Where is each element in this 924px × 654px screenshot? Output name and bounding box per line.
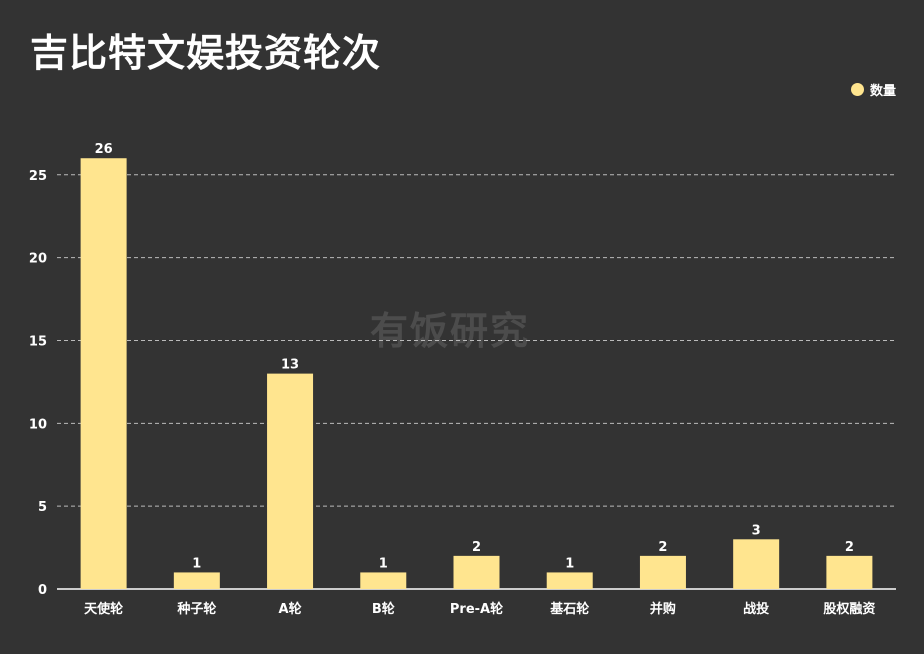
x-tick-label: 基石轮 (549, 601, 589, 617)
x-tick-label: 战投 (743, 601, 769, 617)
x-tick-label: A轮 (279, 601, 302, 617)
data-label: 1 (192, 556, 201, 571)
bar (639, 555, 686, 589)
x-tick-label: 并购 (650, 601, 676, 617)
data-label: 13 (281, 358, 299, 373)
data-label: 2 (472, 540, 481, 555)
bar (80, 158, 127, 589)
x-tick-label: 种子轮 (176, 601, 216, 617)
legend-marker (850, 83, 864, 96)
bar (733, 539, 780, 589)
bar (453, 555, 500, 589)
x-tick-label: 天使轮 (84, 601, 123, 617)
data-label: 2 (658, 540, 667, 555)
bar (546, 572, 593, 589)
data-label: 2 (845, 540, 854, 555)
bar (267, 373, 314, 589)
y-tick-label: 10 (29, 417, 47, 432)
data-label: 1 (379, 556, 388, 571)
y-tick-label: 20 (29, 252, 47, 267)
data-label: 26 (95, 142, 113, 157)
bar (173, 572, 220, 589)
y-tick-label: 15 (29, 334, 47, 349)
watermark: 有饭研究 (370, 309, 531, 353)
x-tick-label: B轮 (372, 601, 395, 617)
bar (826, 555, 873, 589)
legend-label: 数量 (869, 84, 896, 99)
y-tick-label: 0 (38, 583, 47, 598)
y-tick-label: 25 (29, 169, 47, 184)
bar (360, 572, 407, 589)
legend[interactable]: 数量 (850, 80, 896, 99)
chart-title: 吉比特文娱投资轮次 (30, 31, 382, 75)
data-label: 1 (565, 556, 574, 571)
data-label: 3 (752, 523, 761, 538)
x-tick-label: 股权融资 (823, 601, 875, 617)
y-tick-label: 5 (38, 500, 47, 515)
x-tick-label: Pre-A轮 (450, 601, 503, 617)
